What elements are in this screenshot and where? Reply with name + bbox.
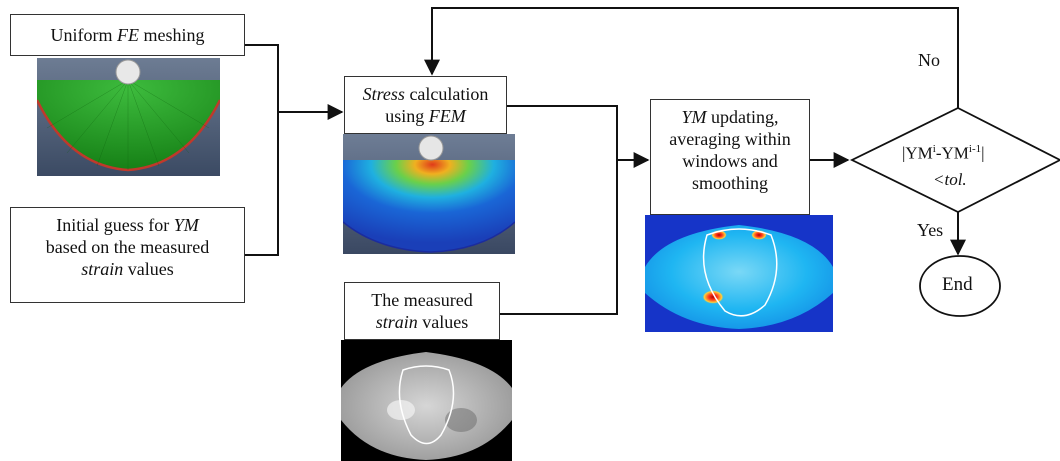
ym-line1-em: YM (681, 107, 707, 127)
meshing-text-em: FE (117, 25, 139, 45)
ym-line2: averaging within (669, 129, 791, 149)
fe-mesh-image (37, 58, 220, 176)
end-label: End (942, 274, 973, 295)
decision-part-b: -YM (935, 143, 969, 163)
connector-stress-merge (507, 105, 618, 160)
initial-guess-line2: based on the measured (45, 237, 210, 257)
ym-map-image (645, 215, 833, 332)
ym-line3: windows and (682, 151, 778, 171)
ym-updating-box: YM updating, averaging within windows an… (650, 99, 810, 215)
decision-sup-a: i (932, 143, 936, 155)
ym-line4: smoothing (691, 173, 768, 193)
connector-measured-merge (500, 160, 618, 315)
strain-image (341, 340, 512, 461)
no-label: No (918, 50, 940, 70)
ym-line1-post: updating, (706, 107, 779, 127)
decision-part-a: |YM (902, 143, 933, 163)
connector-no-loop (424, 7, 959, 108)
initial-guess-line1-pre: Initial guess for (56, 215, 174, 235)
decision-part-c: | (981, 143, 985, 163)
meshing-text-post: meshing (139, 25, 205, 45)
initial-guess-box: Initial guess for YM based on the measur… (10, 207, 245, 303)
measured-line2-em: strain (375, 312, 418, 332)
yes-label: Yes (917, 220, 944, 240)
decision-sup-b: i-1 (968, 143, 982, 155)
connector-guess-merge (245, 112, 279, 256)
stress-calculation-box: Stress calculation using FEM (344, 76, 507, 134)
stress-line1-post: calculation (404, 84, 489, 104)
initial-guess-line3-post: values (123, 259, 174, 279)
stress-line2-pre: using (385, 106, 429, 126)
measured-line1: The measured (371, 290, 473, 310)
end-terminal (919, 255, 1001, 317)
measured-strain-box: The measured strain values (344, 282, 500, 340)
meshing-text-pre: Uniform (50, 25, 117, 45)
decision-diamond (849, 106, 1060, 214)
connector-meshing-merge (245, 44, 279, 112)
decision-text-line2: <tol. (933, 170, 967, 189)
decision-text-line1: |YMi-YMi-1| (902, 143, 985, 164)
initial-guess-line1-em: YM (173, 215, 199, 235)
initial-guess-line3-em: strain (81, 259, 124, 279)
measured-line2-post: values (417, 312, 469, 332)
stress-line1-em: Stress (362, 84, 405, 104)
meshing-box: Uniform FE meshing (10, 14, 245, 56)
stress-line2-em: FEM (428, 106, 466, 126)
stress-field-image (343, 134, 515, 254)
